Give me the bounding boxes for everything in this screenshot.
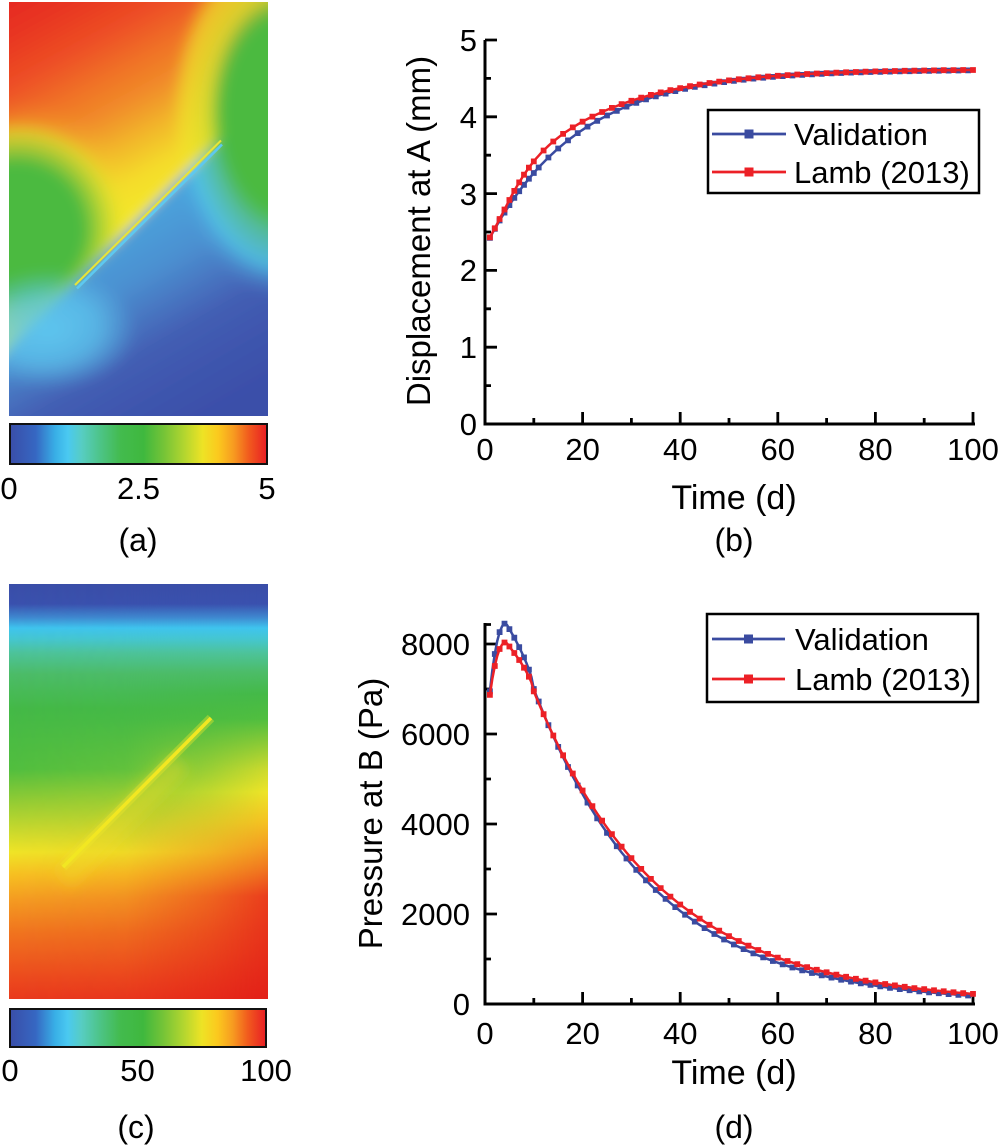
svg-text:40: 40 [663, 432, 697, 467]
svg-text:Time (d): Time (d) [671, 1054, 796, 1092]
svg-text:20: 20 [565, 432, 599, 467]
svg-text:0: 0 [1, 1053, 18, 1088]
svg-text:2000: 2000 [401, 897, 470, 932]
svg-text:60: 60 [761, 1016, 795, 1051]
svg-text:50: 50 [120, 1053, 154, 1088]
svg-text:4000: 4000 [401, 807, 470, 842]
svg-text:Lamb (2013): Lamb (2013) [795, 662, 971, 697]
svg-text:2.5: 2.5 [117, 471, 160, 506]
svg-text:0: 0 [476, 1016, 493, 1051]
svg-text:20: 20 [565, 1016, 599, 1051]
svg-text:3: 3 [460, 177, 477, 212]
svg-text:6000: 6000 [401, 717, 470, 752]
svg-text:Validation: Validation [795, 622, 929, 657]
svg-text:2: 2 [460, 253, 477, 288]
svg-text:100: 100 [947, 1016, 999, 1051]
svg-text:5: 5 [258, 471, 275, 506]
svg-text:80: 80 [858, 1016, 892, 1051]
svg-text:80: 80 [858, 432, 892, 467]
svg-text:0: 0 [0, 471, 17, 506]
svg-text:60: 60 [761, 432, 795, 467]
svg-text:5: 5 [460, 23, 477, 58]
svg-text:(c): (c) [117, 1109, 154, 1145]
svg-text:40: 40 [663, 1016, 697, 1051]
svg-text:Displacement at A (mm): Displacement at A (mm) [400, 56, 437, 406]
svg-text:(a): (a) [118, 522, 157, 558]
svg-text:4: 4 [460, 100, 477, 135]
svg-text:100: 100 [240, 1053, 292, 1088]
svg-text:100: 100 [947, 432, 999, 467]
svg-text:0: 0 [476, 432, 493, 467]
svg-text:(b): (b) [714, 522, 753, 558]
svg-text:Pressure at B (Pa): Pressure at B (Pa) [352, 678, 389, 949]
svg-text:0: 0 [453, 987, 470, 1022]
svg-text:8000: 8000 [401, 627, 470, 662]
svg-text:(d): (d) [714, 1109, 753, 1145]
svg-text:1: 1 [460, 330, 477, 365]
svg-text:Validation: Validation [794, 117, 928, 152]
svg-text:Time (d): Time (d) [671, 479, 796, 517]
svg-text:Lamb (2013): Lamb (2013) [794, 155, 970, 190]
svg-text:0: 0 [460, 407, 477, 442]
